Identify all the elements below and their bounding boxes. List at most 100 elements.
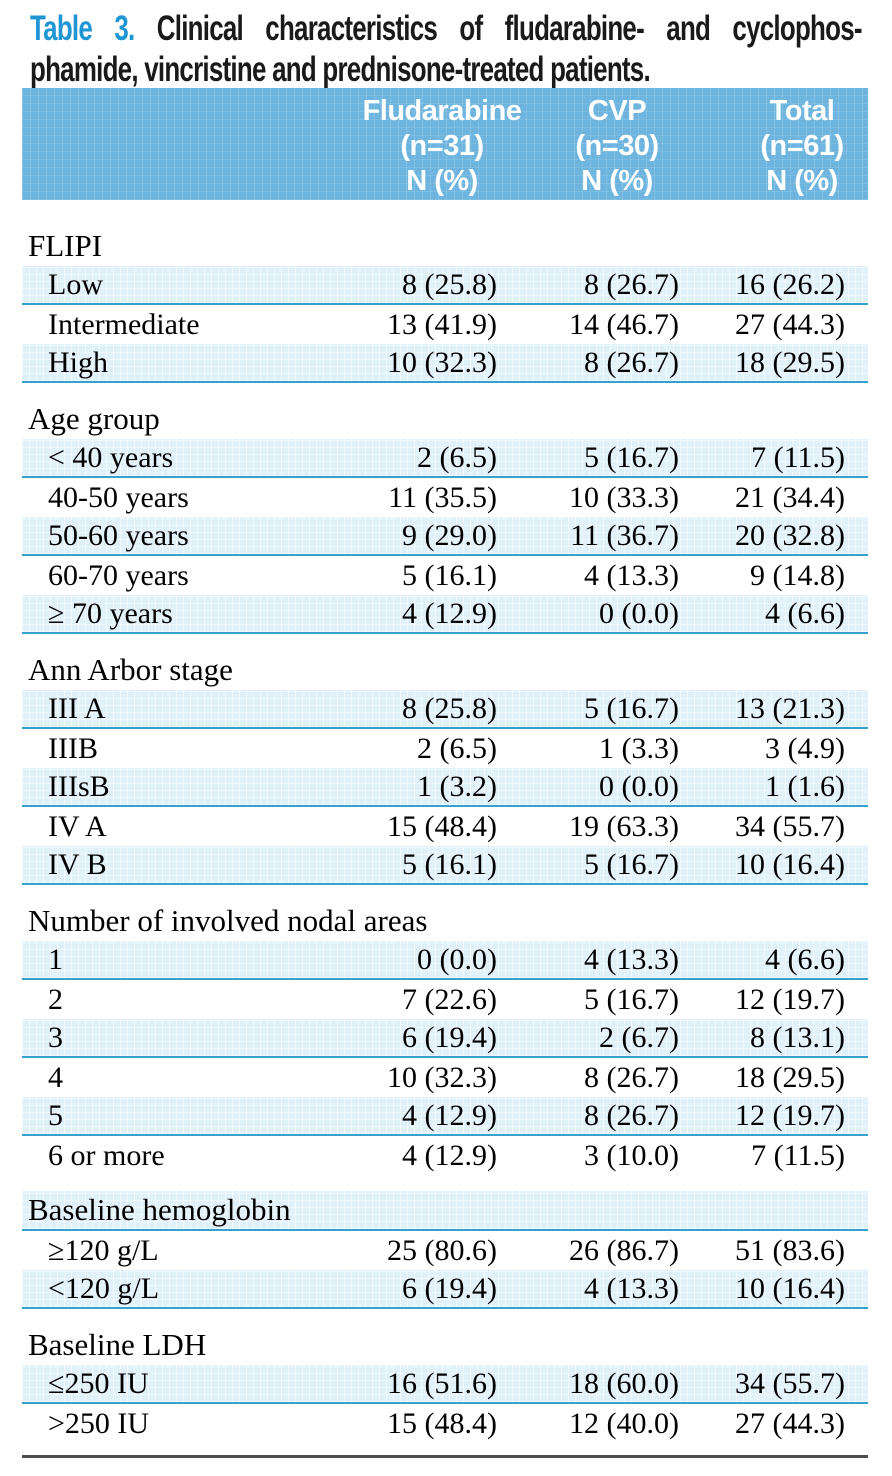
section-title-row: Baseline hemoglobin: [22, 1191, 868, 1231]
column-n: (n=31): [400, 130, 484, 162]
cell-value: 12 (19.7): [735, 982, 845, 1016]
cell-value: 11 (35.5): [388, 480, 497, 514]
section-title: Baseline LDH: [28, 1327, 207, 1362]
cell-value: 3 (4.9): [765, 731, 845, 765]
row-label: Intermediate: [48, 307, 200, 341]
cell-value: 10 (16.4): [735, 1271, 845, 1305]
cell-value: 11 (36.7): [570, 518, 679, 552]
row-label: 1: [48, 942, 63, 976]
table-row: 3 6 (19.4) 2 (6.7) 8 (13.1): [22, 1019, 868, 1058]
table-row: 5 4 (12.9) 8 (26.7) 12 (19.7): [22, 1097, 868, 1136]
column-n: (n=61): [760, 130, 844, 162]
table-body: FLIPI Low 8 (25.8) 8 (26.7) 16 (26.2) Interme…: [22, 226, 868, 1443]
table-row: IIIsB 1 (3.2) 0 (0.0) 1 (1.6): [22, 768, 868, 807]
cell-value: 4 (12.9): [402, 1098, 497, 1132]
cell-value: 51 (83.6): [735, 1233, 845, 1267]
row-label: 3: [48, 1020, 63, 1054]
table-row: IIIB 2 (6.5) 1 (3.3) 3 (4.9): [22, 729, 868, 768]
cell-value: 8 (26.7): [584, 1060, 679, 1094]
table-section: Number of involved nodal areas 1 0 (0.0) 4 …: [22, 901, 868, 1175]
column-unit: N (%): [406, 165, 478, 197]
cell-value: 19 (63.3): [569, 809, 679, 843]
section-title-row: Baseline LDH: [22, 1325, 868, 1365]
caption-line-2: phamide, vincristine and prednisone-trea…: [30, 50, 651, 89]
cell-value: 8 (25.8): [402, 691, 497, 725]
table-row: 6 or more 4 (12.9) 3 (10.0) 7 (11.5): [22, 1136, 868, 1175]
cell-value: 25 (80.6): [387, 1233, 497, 1267]
cell-value: 4 (13.3): [584, 1271, 679, 1305]
row-label: 5: [48, 1098, 63, 1132]
table-row: <120 g/L 6 (19.4) 4 (13.3) 10 (16.4): [22, 1270, 868, 1309]
cell-value: 6 (19.4): [402, 1020, 497, 1054]
cell-value: 34 (55.7): [735, 809, 845, 843]
row-label: ≤250 IU: [48, 1366, 149, 1400]
column-unit: N (%): [581, 165, 653, 197]
clinical-characteristics-table: Fludarabine (n=31) N (%) CVP (n=30) N (%…: [22, 88, 868, 1458]
section-title: Baseline hemoglobin: [28, 1192, 291, 1227]
table-row: ≥120 g/L 25 (80.6) 26 (86.7) 51 (83.6): [22, 1231, 868, 1270]
cell-value: 16 (51.6): [387, 1366, 497, 1400]
cell-value: 4 (6.6): [765, 596, 845, 630]
table-row: 50-60 years 9 (29.0) 11 (36.7) 20 (32.8): [22, 517, 868, 556]
cell-value: 12 (19.7): [735, 1098, 845, 1132]
cell-value: 5 (16.1): [402, 558, 497, 592]
cell-value: 4 (6.6): [765, 942, 845, 976]
row-label: 2: [48, 982, 63, 1016]
section-title: Age group: [28, 401, 160, 436]
cell-value: 7 (22.6): [402, 982, 497, 1016]
cell-value: 10 (32.3): [387, 1060, 497, 1094]
table-header-band: Fludarabine (n=31) N (%) CVP (n=30) N (%…: [22, 88, 868, 200]
cell-value: 4 (13.3): [584, 942, 679, 976]
cell-value: 0 (0.0): [599, 596, 679, 630]
row-label: < 40 years: [48, 440, 174, 474]
cell-value: 2 (6.7): [599, 1020, 679, 1054]
cell-value: 4 (13.3): [584, 558, 679, 592]
table-section: Age group < 40 years 2 (6.5) 5 (16.7) 7 (11.…: [22, 399, 868, 634]
cell-value: 16 (26.2): [735, 267, 845, 301]
cell-value: 8 (26.7): [584, 1098, 679, 1132]
cell-value: 1 (3.3): [599, 731, 679, 765]
cell-value: 1 (3.2): [417, 769, 497, 803]
column-n: (n=30): [575, 130, 659, 162]
section-title-row: Number of involved nodal areas: [22, 901, 868, 941]
row-label: IIIB: [48, 731, 98, 765]
row-label: ≥120 g/L: [48, 1233, 159, 1267]
row-label: IIIsB: [48, 769, 110, 803]
table-bottom-rule: [22, 1455, 868, 1458]
cell-value: 6 (19.4): [402, 1271, 497, 1305]
cell-value: 18 (29.5): [735, 345, 845, 379]
cell-value: 9 (14.8): [750, 558, 845, 592]
table-row: Low 8 (25.8) 8 (26.7) 16 (26.2): [22, 266, 868, 305]
cell-value: 8 (26.7): [584, 267, 679, 301]
cell-value: 2 (6.5): [417, 731, 497, 765]
table-caption: Table 3. Clinical characteristics of flu…: [30, 8, 862, 90]
section-title: FLIPI: [28, 228, 103, 263]
table-row: < 40 years 2 (6.5) 5 (16.7) 7 (11.5): [22, 439, 868, 478]
cell-value: 12 (40.0): [569, 1406, 679, 1440]
row-label: Low: [48, 267, 103, 301]
table-section: Ann Arbor stage III A 8 (25.8) 5 (16.7) 13 (…: [22, 650, 868, 885]
cell-value: 5 (16.1): [402, 847, 497, 881]
cell-value: 8 (13.1): [750, 1020, 845, 1054]
table-row: IV B 5 (16.1) 5 (16.7) 10 (16.4): [22, 846, 868, 885]
section-title-row: FLIPI: [22, 226, 868, 266]
row-label: >250 IU: [48, 1406, 150, 1440]
cell-value: 8 (26.7): [584, 345, 679, 379]
table-section: Baseline hemoglobin ≥120 g/L 25 (80.6) 26 (…: [22, 1191, 868, 1309]
column-unit: N (%): [766, 165, 838, 197]
row-label: 4: [48, 1060, 63, 1094]
table-row: IV A 15 (48.4) 19 (63.3) 34 (55.7): [22, 807, 868, 846]
table-row: 60-70 years 5 (16.1) 4 (13.3) 9 (14.8): [22, 556, 868, 595]
row-label: III A: [48, 691, 106, 725]
cell-value: 10 (33.3): [569, 480, 679, 514]
column-header-total: Total (n=61) N (%): [760, 94, 844, 199]
cell-value: 34 (55.7): [735, 1366, 845, 1400]
cell-value: 8 (25.8): [402, 267, 497, 301]
cell-value: 26 (86.7): [569, 1233, 679, 1267]
cell-value: 7 (11.5): [751, 440, 845, 474]
table-row: ≥ 70 years 4 (12.9) 0 (0.0) 4 (6.6): [22, 595, 868, 634]
column-name: Fludarabine: [362, 95, 522, 127]
table-section: Baseline LDH ≤250 IU 16 (51.6) 18 (60.0) 34 …: [22, 1325, 868, 1443]
cell-value: 2 (6.5): [417, 440, 497, 474]
cell-value: 5 (16.7): [584, 982, 679, 1016]
